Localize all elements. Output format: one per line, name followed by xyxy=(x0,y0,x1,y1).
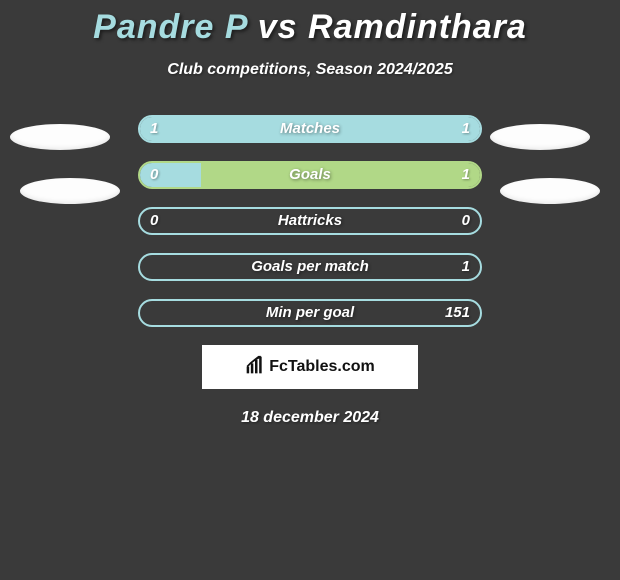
stat-bar: 151Min per goal xyxy=(138,299,482,327)
stat-value-right: 1 xyxy=(462,255,470,279)
stat-value-left: 1 xyxy=(150,117,158,141)
stat-label: Goals per match xyxy=(140,255,480,279)
stat-bar: 1Goals per match xyxy=(138,253,482,281)
title-player1: Pandre P xyxy=(93,8,247,46)
decorative-ellipse xyxy=(10,124,110,150)
comparison-title: Pandre P vs Ramdinthara xyxy=(0,0,620,47)
stat-value-left: 0 xyxy=(150,209,158,233)
stat-value-right: 151 xyxy=(445,301,470,325)
stat-row: 01Goals xyxy=(138,161,482,189)
stat-row: 11Matches xyxy=(138,115,482,143)
decorative-ellipse xyxy=(490,124,590,150)
title-vs: vs xyxy=(258,8,298,46)
stat-row: 0 0Hattricks xyxy=(138,207,482,235)
bar-chart-icon xyxy=(245,355,265,380)
stat-row: 151Min per goal xyxy=(138,299,482,327)
stat-label: Hattricks xyxy=(140,209,480,233)
decorative-ellipse xyxy=(20,178,120,204)
decorative-ellipse xyxy=(500,178,600,204)
stat-value-right: 0 xyxy=(462,209,470,233)
stat-label: Min per goal xyxy=(140,301,480,325)
stat-fill-left xyxy=(140,117,310,141)
stat-row: 1Goals per match xyxy=(138,253,482,281)
comparison-subtitle: Club competitions, Season 2024/2025 xyxy=(0,61,620,79)
stat-fill-right xyxy=(310,117,480,141)
stat-value-right: 1 xyxy=(462,117,470,141)
stat-fill-right xyxy=(201,163,480,187)
stat-value-right: 1 xyxy=(462,163,470,187)
brand-text: FcTables.com xyxy=(269,358,375,376)
snapshot-date: 18 december 2024 xyxy=(0,409,620,427)
stat-value-left: 0 xyxy=(150,163,158,187)
stat-bar: 01Goals xyxy=(138,161,482,189)
stat-bar: 0 0Hattricks xyxy=(138,207,482,235)
title-player2: Ramdinthara xyxy=(308,8,527,46)
brand-badge: FcTables.com xyxy=(202,345,418,389)
stats-chart: 11Matches01Goals00Hattricks1Goals per ma… xyxy=(138,115,482,327)
stat-bar: 11Matches xyxy=(138,115,482,143)
